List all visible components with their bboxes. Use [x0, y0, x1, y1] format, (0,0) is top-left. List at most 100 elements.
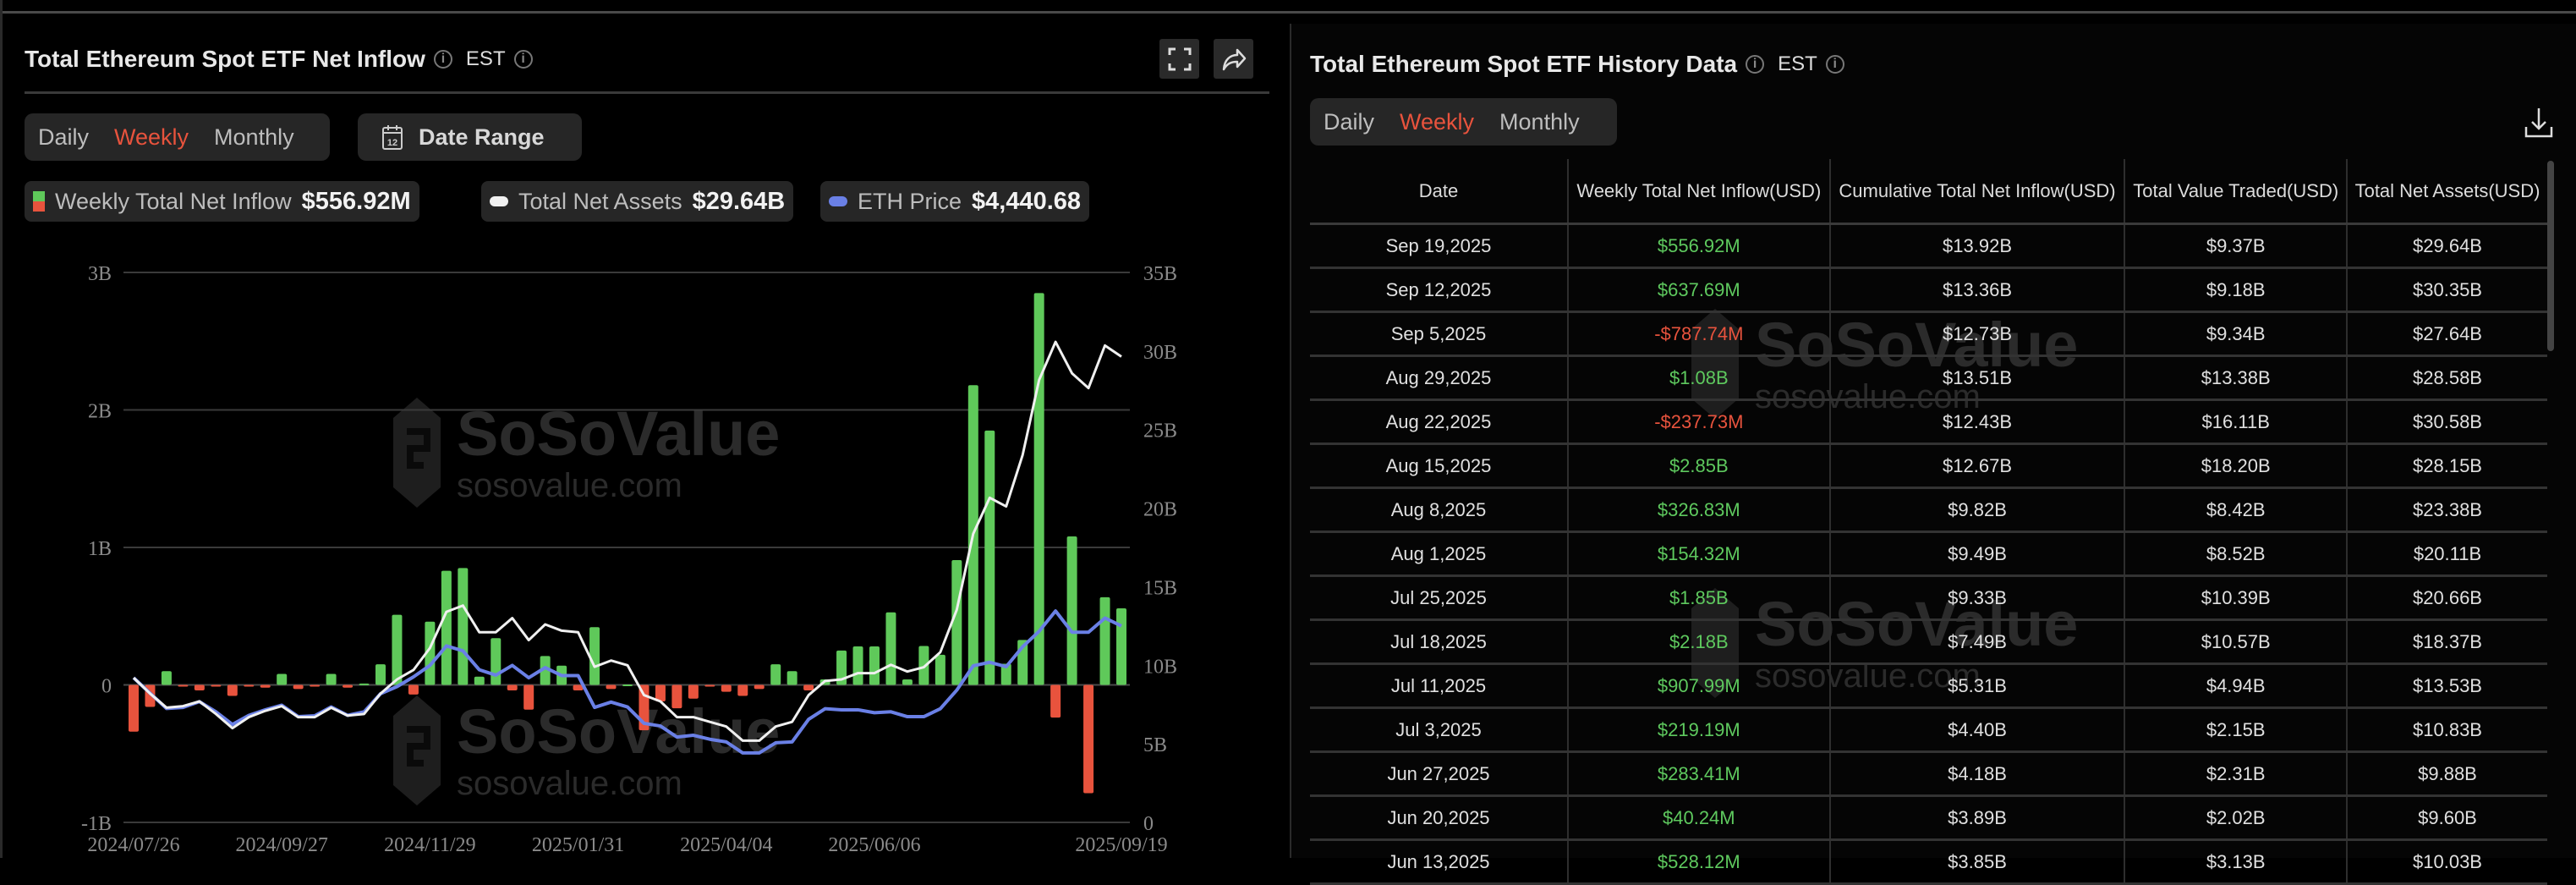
legend-eth-price[interactable]: ETH Price $4,440.68 [820, 181, 1090, 222]
table-cell: $10.57B [2124, 619, 2348, 665]
inflow-bar [375, 664, 386, 685]
table-cell: $20.66B [2347, 575, 2547, 621]
inflow-bar [474, 676, 485, 685]
net-inflow-chart[interactable]: 3B 2B 1B 0 -1B 35B 30B 25B 20B 15B 10B 5B 0 2024/07/2… [0, 0, 1285, 858]
table-cell: $13.36B [1829, 267, 2126, 313]
download-button[interactable] [2524, 107, 2554, 143]
inflow-bar [441, 570, 452, 685]
inflow-bar [540, 656, 551, 685]
tab-monthly[interactable]: Monthly [1499, 108, 1580, 135]
inflow-bar [491, 638, 501, 685]
legend-total-net-assets[interactable]: Total Net Assets $29.64B [481, 181, 794, 222]
table-cell: $326.83M [1568, 487, 1831, 533]
inflow-bar [869, 646, 880, 685]
inflow-bar [211, 684, 222, 687]
legend-weekly-net-inflow[interactable]: Weekly Total Net Inflow $556.92M [25, 181, 419, 222]
tab-weekly[interactable]: Weekly [114, 124, 189, 150]
info-icon[interactable]: i [433, 50, 452, 69]
inflow-bar [655, 684, 666, 701]
date-range-button[interactable]: 12 Date Range [358, 113, 582, 161]
info-icon[interactable]: i [1746, 55, 1765, 74]
table-cell: $9.34B [2124, 311, 2348, 357]
table-cell: $1.08B [1568, 355, 1831, 401]
table-cell: $4.94B [2124, 663, 2348, 709]
left-axis-tick: -1B [81, 813, 112, 835]
inflow-bar [852, 646, 863, 685]
inflow-bar [754, 684, 765, 690]
column-header: Total Value Traded(USD) [2124, 159, 2348, 225]
table-cell: Jun 27,2025 [1310, 751, 1569, 797]
table-cell: $219.19M [1568, 707, 1831, 753]
download-icon [2524, 108, 2553, 138]
tab-monthly[interactable]: Monthly [214, 124, 294, 150]
inflow-bar [129, 684, 139, 732]
inflow-bar [671, 684, 682, 709]
date-range-label: Date Range [419, 124, 545, 150]
inflow-bar [1066, 536, 1077, 685]
inflow-bar [1000, 663, 1011, 685]
right-axis-tick: 0 [1143, 813, 1154, 835]
top-divider [0, 11, 2576, 14]
table-cell: $9.37B [2124, 223, 2348, 269]
table-row: Jul 3,2025 $219.19M $4.40B $2.15B $10.83B [1310, 707, 2547, 753]
inflow-bar [310, 684, 321, 687]
share-button[interactable] [1214, 39, 1253, 79]
tab-weekly[interactable]: Weekly [1400, 108, 1475, 135]
x-axis-tick: 2025/06/06 [828, 834, 920, 856]
table-cell: $528.12M [1568, 839, 1831, 885]
table-cell: $30.58B [2347, 399, 2547, 445]
table-row: Jul 18,2025 $2.18B $7.49B $10.57B $18.37B [1310, 619, 2547, 665]
table-cell: $18.20B [2124, 443, 2348, 489]
table-cell: Jul 3,2025 [1310, 707, 1569, 753]
table-cell: $20.11B [2347, 531, 2547, 577]
timezone-info-icon[interactable]: i [513, 50, 533, 69]
tab-daily[interactable]: Daily [1324, 108, 1375, 135]
column-header: Cumulative Total Net Inflow(USD) [1829, 159, 2126, 225]
table-cell: $8.52B [2124, 531, 2348, 577]
table-cell: $13.38B [2124, 355, 2348, 401]
history-interval-tabs: Daily Weekly Monthly [1310, 98, 1617, 146]
table-row: Aug 15,2025 $2.85B $12.67B $18.20B $28.15B [1310, 443, 2547, 489]
table-cell: $1.85B [1568, 575, 1831, 621]
table-row: Jun 20,2025 $40.24M $3.89B $2.02B $9.60B [1310, 795, 2547, 841]
inflow-bar [1099, 596, 1110, 685]
legend-value: $4,440.68 [972, 187, 1082, 215]
table-row: Aug 1,2025 $154.32M $9.49B $8.52B $20.11B [1310, 531, 2547, 577]
right-axis-tick: 30B [1143, 342, 1177, 364]
inflow-bar [803, 684, 814, 690]
inflow-bar [523, 684, 534, 710]
right-axis-tick: 35B [1143, 263, 1177, 285]
column-header: Weekly Total Net Inflow(USD) [1568, 159, 1831, 225]
timezone-info-icon[interactable]: i [1825, 55, 1844, 74]
inflow-bar [458, 568, 469, 685]
table-cell: Aug 22,2025 [1310, 399, 1569, 445]
history-title-text: Total Ethereum Spot ETF History Data [1310, 51, 1738, 77]
table-cell: $2.31B [2124, 751, 2348, 797]
table-cell: $13.53B [2347, 663, 2547, 709]
inflow-bar [244, 684, 255, 687]
table-cell: Jul 11,2025 [1310, 663, 1569, 709]
chart-title-text: Total Ethereum Spot ETF Net Inflow [25, 46, 425, 72]
inflow-bar [737, 684, 748, 696]
inflow-bar [293, 684, 304, 690]
table-row: Jul 11,2025 $907.99M $5.31B $4.94B $13.53B [1310, 663, 2547, 709]
table-cell: $10.03B [2347, 839, 2547, 885]
table-cell: $3.89B [1829, 795, 2126, 841]
inflow-bar [277, 673, 288, 685]
tab-daily[interactable]: Daily [38, 124, 90, 150]
table-cell: $3.85B [1829, 839, 2126, 885]
table-scrollbar[interactable] [2547, 161, 2554, 351]
table-row: Aug 22,2025 -$237.73M $12.43B $16.11B $30.58… [1310, 399, 2547, 445]
table-cell: Aug 8,2025 [1310, 487, 1569, 533]
table-row: Jul 25,2025 $1.85B $9.33B $10.39B $20.66B [1310, 575, 2547, 621]
fullscreen-button[interactable] [1159, 39, 1199, 79]
table-cell: Aug 1,2025 [1310, 531, 1569, 577]
table-cell: $9.82B [1829, 487, 2126, 533]
table-cell: Aug 15,2025 [1310, 443, 1569, 489]
table-cell: Jul 18,2025 [1310, 619, 1569, 665]
calendar-icon: 12 [382, 125, 403, 150]
inflow-bar [178, 684, 189, 687]
inflow-bar [1083, 684, 1094, 794]
table-cell: $4.18B [1829, 751, 2126, 797]
table-cell: $29.64B [2347, 223, 2547, 269]
